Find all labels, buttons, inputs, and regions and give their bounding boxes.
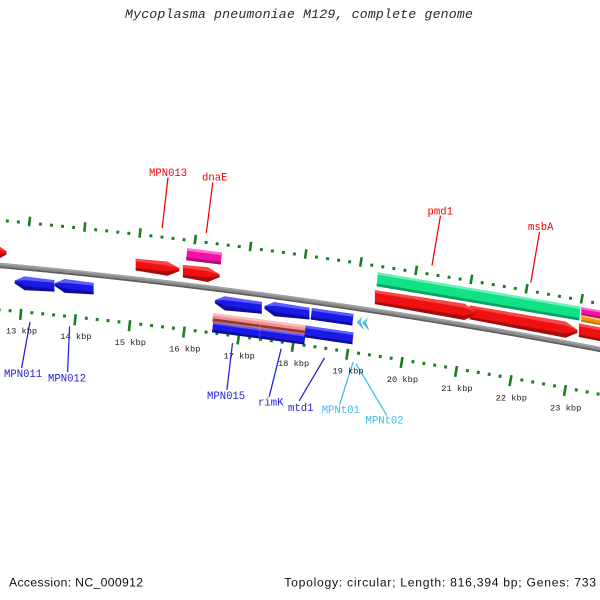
svg-text:mtd1: mtd1 xyxy=(288,403,313,415)
svg-text:MPN012: MPN012 xyxy=(48,374,86,386)
svg-text:21 kbp: 21 kbp xyxy=(441,384,472,394)
svg-text:19 kbp: 19 kbp xyxy=(332,367,363,377)
svg-text:14 kbp: 14 kbp xyxy=(60,332,91,342)
svg-text:18 kbp: 18 kbp xyxy=(278,359,309,369)
svg-text:22 kbp: 22 kbp xyxy=(496,393,527,403)
svg-text:rimK: rimK xyxy=(258,398,284,410)
svg-text:13 kbp: 13 kbp xyxy=(6,327,37,337)
svg-text:pmd1: pmd1 xyxy=(428,207,453,219)
svg-text:MPN011: MPN011 xyxy=(4,369,42,381)
svg-text:Accession: NC_000912: Accession: NC_000912 xyxy=(9,575,143,589)
svg-text:dnaE: dnaE xyxy=(202,173,227,185)
svg-text:msbA: msbA xyxy=(528,222,554,234)
svg-text:23 kbp: 23 kbp xyxy=(550,403,581,413)
svg-text:MPN015: MPN015 xyxy=(207,391,245,403)
svg-text:MPNt02: MPNt02 xyxy=(366,415,404,427)
svg-text:16 kbp: 16 kbp xyxy=(169,344,200,354)
svg-text:Topology: circular; Length: 81: Topology: circular; Length: 816,394 bp; … xyxy=(284,575,596,589)
svg-text:Mycoplasma pneumoniae M129, co: Mycoplasma pneumoniae M129, complete gen… xyxy=(125,7,473,22)
svg-text:15 kbp: 15 kbp xyxy=(115,338,146,348)
svg-text:20 kbp: 20 kbp xyxy=(387,375,418,385)
svg-text:MPN013: MPN013 xyxy=(149,168,187,180)
svg-text:17 kbp: 17 kbp xyxy=(224,351,255,361)
svg-text:MPNt01: MPNt01 xyxy=(322,405,360,417)
